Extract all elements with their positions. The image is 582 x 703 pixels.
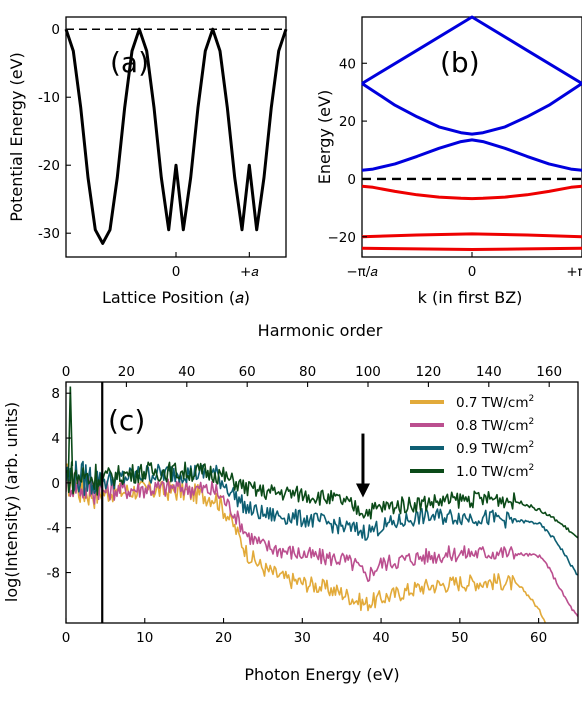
- panel-c-top-xlabel: Harmonic order: [258, 321, 383, 340]
- band-line: [361, 82, 582, 136]
- band-line: [361, 246, 582, 251]
- x-tick-label: 30: [294, 630, 311, 646]
- panel-c-ylabel: log(Intensity) (arb. units): [2, 402, 21, 602]
- top-x-tick-label: 100: [355, 364, 381, 380]
- y-tick-label: -20: [38, 158, 60, 174]
- panel-a-xlabel: Lattice Position (𝑎): [102, 288, 250, 307]
- top-x-tick-label: 140: [476, 364, 502, 380]
- band-line: [361, 184, 582, 201]
- legend-unit-superscript: 2: [528, 463, 534, 473]
- band-line: [361, 232, 582, 239]
- legend-entry-label: 0.7 TW/cm2: [456, 394, 534, 411]
- panel-a-ylabel: Potential Energy (eV): [7, 52, 26, 222]
- legend-entry-text: 0.8 TW/cm: [456, 418, 528, 434]
- panel-b-ylabel: Energy (eV): [315, 90, 334, 184]
- panel-a-chart: 0 +𝑎 0 -10 -20 -30 (a) Lattice Position (𝑎) P…: [7, 16, 288, 307]
- x-tick-label: +𝑎: [240, 264, 259, 280]
- potential-curve: [64, 27, 288, 245]
- x-tick-label: −π/𝑎: [346, 264, 378, 280]
- panel-c-label: (c): [108, 404, 145, 437]
- panel-b-xlabel: k (in first BZ): [418, 288, 523, 307]
- legend-entry-label: 1.0 TW/cm2: [456, 463, 534, 480]
- top-x-tick-label: 20: [118, 364, 135, 380]
- x-tick-label: 0: [468, 264, 477, 280]
- y-tick-label: -10: [38, 90, 60, 106]
- spectrum-line: [66, 460, 578, 576]
- legend-unit-superscript: 2: [528, 440, 534, 450]
- legend-entry-text: 0.9 TW/cm: [456, 441, 528, 457]
- panel-b-data-group: −π/𝑎 0 +π/𝑎 −20 0 20 40: [328, 15, 582, 280]
- y-tick-label: -30: [38, 226, 60, 242]
- top-x-tick-label: 40: [178, 364, 195, 380]
- panel-c-xlabel: Photon Energy (eV): [244, 665, 399, 684]
- panel-c-frame: [65, 381, 579, 624]
- panel-b-label: (b): [440, 46, 480, 79]
- spectrum-line: [66, 461, 578, 539]
- legend-entry-label: 0.9 TW/cm2: [456, 440, 534, 457]
- y-tick-label: −20: [328, 230, 357, 246]
- y-tick-label: 0: [51, 476, 60, 492]
- legend-entry-label: 0.8 TW/cm2: [456, 417, 534, 434]
- x-tick-label: 20: [215, 630, 232, 646]
- y-tick-label: 4: [51, 431, 60, 447]
- spectrum-line: [66, 463, 546, 623]
- top-x-tick-label: 160: [536, 364, 562, 380]
- legend-unit-superscript: 2: [528, 394, 534, 404]
- x-tick-label: 0: [62, 630, 71, 646]
- band-line: [361, 138, 582, 172]
- y-tick-label: -8: [47, 566, 60, 582]
- spectra-group: [66, 386, 578, 623]
- top-x-tick-label: 0: [62, 364, 71, 380]
- low-energy-spike: [67, 386, 74, 478]
- band-line: [361, 15, 582, 85]
- x-tick-label: 50: [451, 630, 468, 646]
- x-tick-label: 40: [372, 630, 389, 646]
- arrow-head: [355, 483, 370, 498]
- y-tick-label: 0: [347, 172, 356, 188]
- legend-unit-superscript: 2: [528, 417, 534, 427]
- x-tick-label: 60: [530, 630, 547, 646]
- y-tick-label: 8: [51, 386, 60, 402]
- top-x-tick-label: 120: [416, 364, 442, 380]
- spectrum-line: [66, 466, 578, 617]
- panel-a-frame: [65, 16, 287, 258]
- y-tick-label: 0: [51, 22, 60, 38]
- legend-entry-text: 1.0 TW/cm: [456, 464, 528, 480]
- y-tick-label: -4: [47, 521, 60, 537]
- legend-entry-text: 0.7 TW/cm: [456, 395, 528, 411]
- panel-a-label: (a): [110, 46, 149, 79]
- panel-b-chart: −π/𝑎 0 +π/𝑎 −20 0 20 40 (b) k (in first BZ) En…: [315, 15, 582, 307]
- top-x-tick-label: 60: [239, 364, 256, 380]
- top-x-tick-label: 80: [299, 364, 316, 380]
- y-tick-label: 20: [339, 114, 356, 130]
- x-tick-label: 0: [172, 264, 181, 280]
- x-tick-label: +π/𝑎: [566, 264, 582, 280]
- x-tick-label: 10: [136, 630, 153, 646]
- y-tick-label: 40: [339, 56, 356, 72]
- panel-a-data-group: 0 +𝑎 0 -10 -20 -30: [38, 22, 288, 280]
